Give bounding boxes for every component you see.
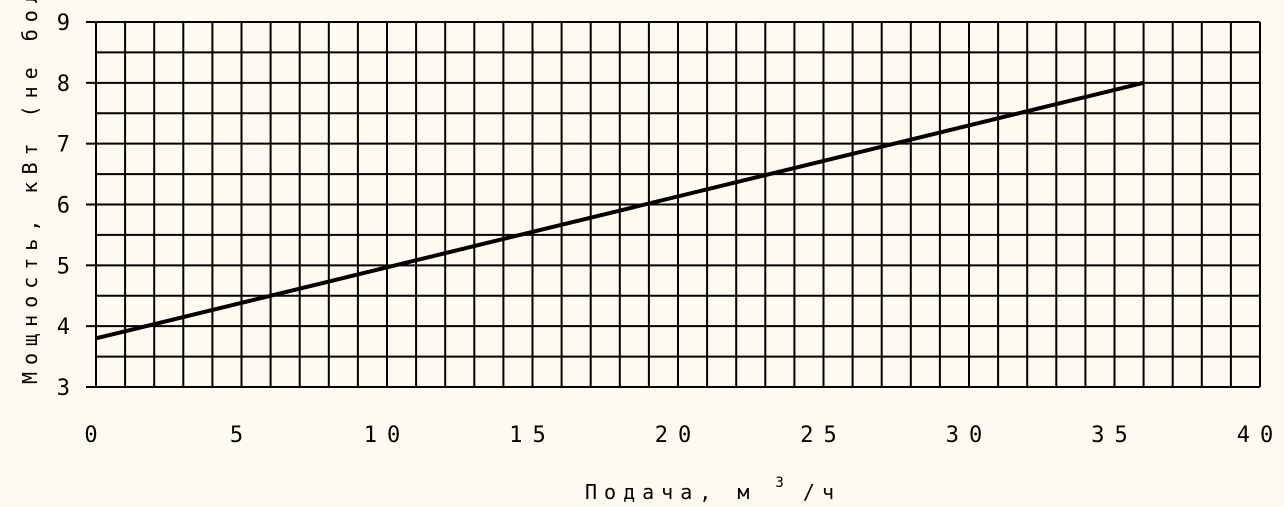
series-group	[95, 80, 1145, 341]
y-tick-label: 7	[57, 133, 70, 158]
tick-marks	[86, 21, 96, 388]
y-tick-labels: 3 4 5 6 7 8 9	[57, 11, 70, 401]
x-tick-label: 40	[1237, 423, 1284, 448]
x-tick-label: 5	[230, 423, 253, 448]
y-tick-label: 6	[57, 194, 70, 219]
x-axis-label-tail: /ч	[803, 480, 841, 504]
x-tick-label: 15	[509, 423, 556, 448]
x-axis-label-superscript: 3	[775, 475, 783, 491]
x-tick-label: 20	[655, 423, 702, 448]
x-tick-labels: 0 5 10 15 20 25 30 35 40	[84, 423, 1284, 448]
series-line	[95, 80, 1145, 341]
y-tick-label: 8	[57, 72, 70, 97]
x-tick-label: 35	[1091, 423, 1138, 448]
x-axis-label-main: Подача, м	[585, 480, 756, 504]
x-tick-label: 10	[364, 423, 411, 448]
y-tick-label: 4	[57, 315, 70, 340]
x-axis-label: Подача, м 3 /ч	[585, 468, 841, 504]
x-tick-label: 0	[84, 423, 107, 448]
x-tick-label: 30	[946, 423, 993, 448]
y-axis-label: Мощность, кВт (не более)	[18, 0, 42, 384]
y-tick-label: 5	[57, 254, 70, 279]
x-tick-label: 25	[800, 423, 847, 448]
y-tick-label: 3	[57, 376, 70, 401]
y-tick-label: 9	[57, 11, 70, 36]
grid	[95, 21, 1261, 388]
